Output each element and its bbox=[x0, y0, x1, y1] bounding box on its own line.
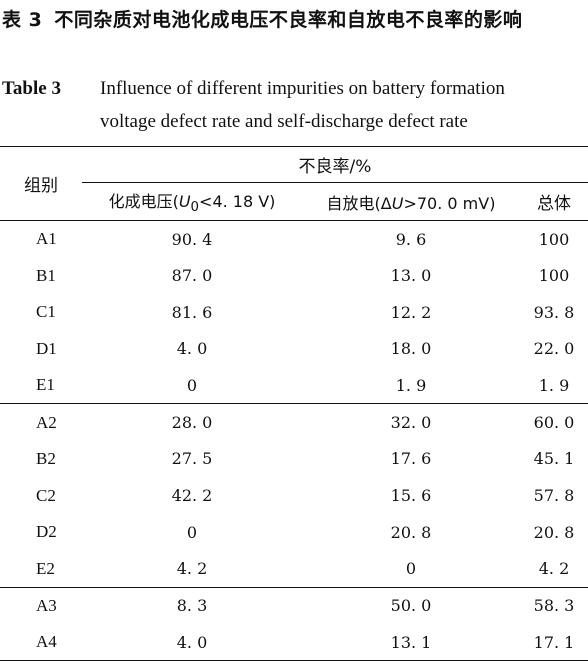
formation-cell: 81. 6 bbox=[171, 302, 213, 322]
self-discharge-cell: 12. 2 bbox=[390, 302, 432, 322]
total-cell: 45. 1 bbox=[533, 449, 575, 469]
table-row: D1 4. 0 18. 0 22. 0 bbox=[0, 331, 588, 368]
group-cell: D1 bbox=[36, 338, 57, 358]
total-cell: 100 bbox=[538, 266, 570, 286]
caption-title-en-line1: Influence of different impurities on bat… bbox=[100, 78, 505, 99]
table-row: A2 28. 0 32. 0 60. 0 bbox=[0, 403, 588, 441]
self-discharge-cell: 32. 0 bbox=[302, 403, 520, 441]
self-discharge-header: 自放电(ΔU>70. 0 mV) bbox=[302, 182, 520, 221]
caption-english: Table 3 Influence of different impurities… bbox=[2, 72, 584, 138]
self-discharge-cell: 9. 6 bbox=[395, 229, 427, 249]
self-discharge-cell: 13. 1 bbox=[302, 624, 520, 662]
self-discharge-cell: 50. 0 bbox=[302, 586, 520, 625]
self-discharge-cell: 20. 8 bbox=[390, 522, 432, 542]
total-cell: 17. 1 bbox=[520, 624, 588, 662]
table-row: B2 27. 5 17. 6 45. 1 bbox=[0, 441, 588, 478]
group-cell: E2 bbox=[36, 558, 55, 578]
table-row: A3 8. 3 50. 0 58. 3 bbox=[0, 586, 588, 625]
total-cell: 1. 9 bbox=[538, 375, 570, 395]
total-header: 总体 bbox=[520, 182, 588, 221]
caption-title-en-line2: voltage defect rate and self-discharge d… bbox=[100, 111, 468, 132]
total-cell: 60. 0 bbox=[520, 403, 588, 441]
table-row: A1 90. 4 9. 6 100 bbox=[0, 221, 588, 258]
formation-cell: 0 bbox=[186, 522, 198, 542]
formation-cell: 90. 4 bbox=[171, 229, 213, 249]
self-discharge-cell: 13. 0 bbox=[390, 266, 432, 286]
formation-cell: 28. 0 bbox=[82, 403, 302, 441]
group-header: 组别 bbox=[0, 146, 82, 221]
group-cell: C1 bbox=[36, 302, 56, 322]
group-cell: A1 bbox=[36, 229, 57, 249]
self-discharge-cell: 0 bbox=[405, 559, 417, 579]
group-cell: A3 bbox=[0, 586, 82, 625]
self-discharge-cell: 1. 9 bbox=[395, 375, 427, 395]
formation-cell: 4. 2 bbox=[176, 559, 208, 579]
table-row: D2 0 20. 8 20. 8 bbox=[0, 514, 588, 551]
formation-cell: 8. 3 bbox=[82, 586, 302, 625]
caption-title-cn: 不同杂质对电池化成电压不良率和自放电不良率的影响 bbox=[54, 9, 523, 31]
formation-cell: 87. 0 bbox=[171, 266, 213, 286]
table-row: C1 81. 6 12. 2 93. 8 bbox=[0, 294, 588, 331]
group-cell: C2 bbox=[36, 485, 56, 505]
group-cell: B2 bbox=[36, 448, 56, 468]
formation-cell: 27. 5 bbox=[171, 449, 213, 469]
defect-rate-header: 不良率/% bbox=[82, 146, 588, 183]
table-row: E2 4. 2 0 4. 2 bbox=[0, 551, 588, 588]
total-cell: 57. 8 bbox=[533, 486, 575, 506]
total-cell: 58. 3 bbox=[520, 586, 588, 625]
total-cell: 93. 8 bbox=[533, 302, 575, 322]
defect-rate-table: 组别 不良率/% 化成电压(U0<4. 18 V) 自放电(ΔU>70. 0 m… bbox=[0, 146, 588, 662]
table-row: A4 4. 0 13. 1 17. 1 bbox=[0, 624, 588, 662]
self-discharge-cell: 15. 6 bbox=[390, 486, 432, 506]
total-cell: 20. 8 bbox=[533, 522, 575, 542]
table-row: E1 0 1. 9 1. 9 bbox=[0, 367, 588, 404]
group-cell: D2 bbox=[36, 522, 57, 542]
table-row: B1 87. 0 13. 0 100 bbox=[0, 257, 588, 294]
formation-cell: 0 bbox=[186, 375, 198, 395]
formation-cell: 42. 2 bbox=[171, 486, 213, 506]
group-cell: A4 bbox=[0, 624, 82, 662]
self-discharge-cell: 17. 6 bbox=[390, 449, 432, 469]
total-cell: 22. 0 bbox=[533, 339, 575, 359]
self-discharge-cell: 18. 0 bbox=[390, 339, 432, 359]
group-cell: E1 bbox=[36, 375, 55, 395]
formation-cell: 4. 0 bbox=[82, 624, 302, 662]
formation-voltage-header: 化成电压(U0<4. 18 V) bbox=[82, 182, 302, 221]
total-cell: 4. 2 bbox=[538, 559, 570, 579]
total-cell: 100 bbox=[538, 229, 570, 249]
formation-cell: 4. 0 bbox=[176, 339, 208, 359]
group-cell: B1 bbox=[36, 265, 56, 285]
caption-chinese: 表 3 不同杂质对电池化成电压不良率和自放电不良率的影响 bbox=[2, 4, 584, 37]
caption-label-en: Table 3 bbox=[2, 78, 61, 99]
caption-number: 表 3 bbox=[2, 9, 43, 31]
table-row: C2 42. 2 15. 6 57. 8 bbox=[0, 477, 588, 514]
group-cell: A2 bbox=[0, 403, 82, 441]
